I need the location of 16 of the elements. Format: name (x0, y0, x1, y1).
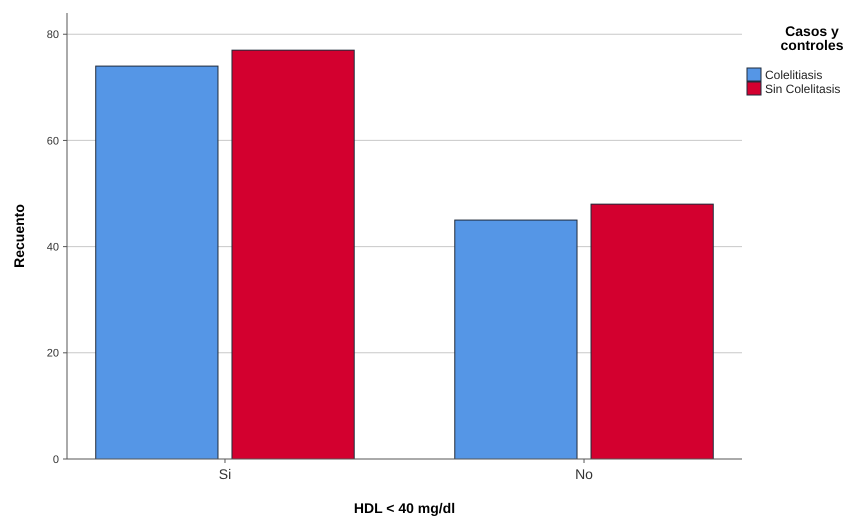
y-axis-title: Recuento (11, 204, 27, 268)
legend-label: Colelitiasis (765, 68, 822, 82)
y-tick-label: 40 (46, 241, 59, 254)
bar (231, 50, 355, 460)
y-tick-label: 60 (46, 135, 59, 148)
x-tick-label: Si (218, 466, 232, 482)
x-tick-label: No (575, 466, 594, 482)
y-tick-label: 20 (46, 348, 59, 360)
bar (95, 66, 218, 460)
bar (454, 220, 578, 460)
y-tick-label: 0 (52, 454, 59, 466)
x-axis-title: HDL < 40 mg/dl (354, 500, 456, 516)
y-tick-label: 80 (46, 29, 59, 42)
legend-label: Sin Colelitasis (765, 82, 840, 96)
legend-title: Casos y controles (780, 23, 844, 53)
bar (590, 204, 714, 460)
